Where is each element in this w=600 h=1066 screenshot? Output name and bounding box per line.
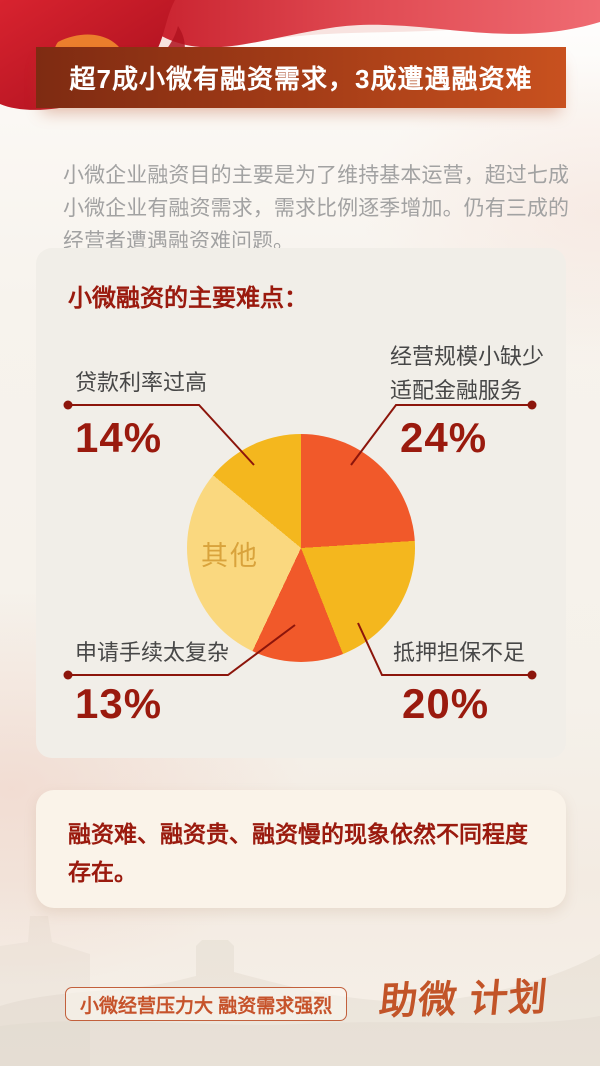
callout-label-procedures: 申请手续太复杂 [75, 640, 230, 665]
callout-label-collateral: 抵押担保不足 [393, 640, 526, 665]
intro-paragraph: 小微企业融资目的主要是为了维持基本运营，超过七成小微企业有融资需求，需求比例逐季… [63, 164, 569, 253]
zhuwei-plan-logo: 助微 计划 [377, 966, 551, 1025]
callout-label-loan-rate: 贷款利率过高 [75, 370, 208, 395]
page-title: 超7成小微有融资需求，3成遭遇融资难 [69, 64, 533, 94]
callout-pct-collateral: 20% [402, 680, 490, 727]
pie-center-label: 其他 [201, 541, 259, 571]
footer-slogan-text: 小微经营压力大 融资需求强烈 [80, 995, 333, 1017]
callout-label-small-scale: 经营规模小缺少 适配金融服务 [390, 340, 544, 408]
statement-card: 融资难、融资贵、融资慢的现象依然不同程度存在。 [36, 790, 566, 908]
statement-text: 融资难、融资贵、融资慢的现象依然不同程度存在。 [68, 821, 528, 885]
chart-title: 小微融资的主要难点： [68, 285, 308, 312]
pie-chart [187, 434, 415, 662]
callout-pct-small-scale: 24% [400, 414, 488, 461]
header-banner: 超7成小微有融资需求，3成遭遇融资难 [36, 47, 566, 108]
chart-card: 小微融资的主要难点： 其他 贷款利率过高 14% 经营规模小缺少 适配金融服务 … [36, 248, 566, 758]
callout-lines [63, 400, 537, 680]
logo-part1: 助微 [377, 979, 460, 1024]
logo-part2: 计划 [467, 976, 550, 1021]
callout-label-small-scale-line2: 适配金融服务 [390, 378, 523, 403]
callout-label-small-scale-line1: 经营规模小缺少 [390, 344, 545, 369]
footer-slogan-badge: 小微经营压力大 融资需求强烈 [65, 987, 348, 1021]
callout-pct-loan-rate: 14% [75, 414, 163, 461]
callout-pct-procedures: 13% [75, 680, 163, 727]
